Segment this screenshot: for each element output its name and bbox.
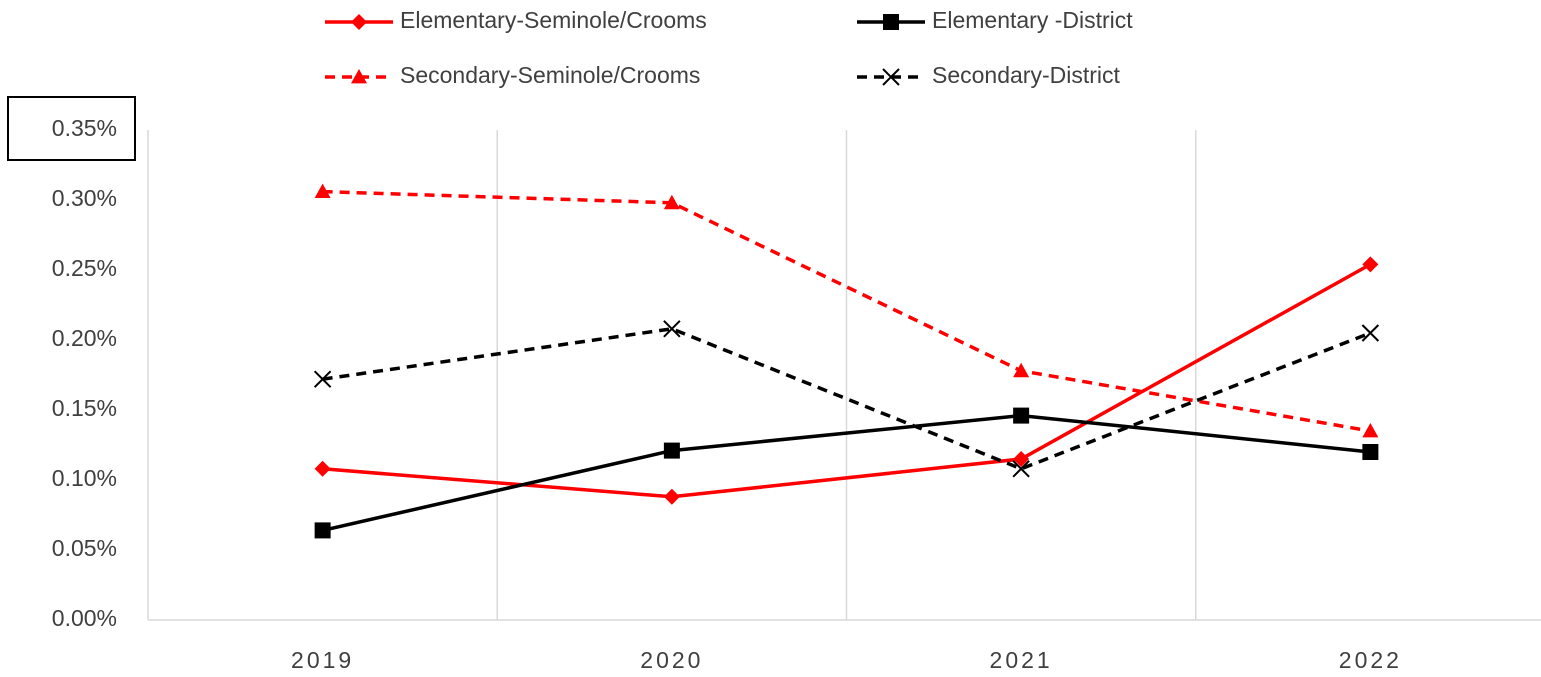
legend-label: Secondary-Seminole/Crooms	[400, 62, 700, 88]
marker	[1013, 407, 1030, 424]
marker	[314, 460, 331, 477]
marker	[1361, 324, 1380, 342]
series-line	[322, 413, 1371, 533]
marker	[663, 320, 681, 338]
marker	[314, 522, 331, 539]
legend-label: Secondary-District	[932, 62, 1120, 88]
marker	[1013, 451, 1030, 467]
y-tick-label: 0.30%	[52, 185, 117, 211]
marker	[663, 442, 680, 459]
label-box	[7, 96, 136, 161]
y-tick-label: 0.35%	[52, 115, 117, 141]
y-tick-label: 0.10%	[52, 465, 117, 491]
y-tick-label: 0.25%	[52, 255, 117, 281]
marker	[1012, 460, 1030, 478]
legend-marker	[882, 68, 900, 86]
x-tick-label: 2022	[1339, 647, 1402, 673]
marker	[1362, 444, 1379, 460]
legend-marker	[883, 14, 899, 30]
series-line	[322, 262, 1372, 499]
y-tick-label: 0.00%	[52, 605, 117, 631]
marker	[663, 488, 680, 505]
x-tick-label: 2020	[640, 647, 703, 673]
marker	[313, 370, 332, 388]
legend-label: Elementary -District	[932, 7, 1133, 33]
marker	[1362, 423, 1379, 438]
legend-marker	[351, 14, 367, 30]
x-tick-label: 2019	[291, 647, 354, 673]
legend-label: Elementary-Seminole/Crooms	[400, 7, 707, 33]
y-tick-label: 0.15%	[52, 395, 117, 421]
x-tick-label: 2021	[990, 647, 1053, 673]
marker	[1362, 256, 1379, 273]
marker	[663, 194, 680, 210]
series-line	[322, 327, 1372, 471]
series-line	[322, 189, 1371, 433]
marker	[1013, 362, 1030, 378]
marker	[314, 183, 331, 198]
y-tick-label: 0.20%	[52, 325, 117, 351]
legend-marker	[351, 69, 367, 84]
y-tick-label: 0.05%	[52, 535, 117, 561]
